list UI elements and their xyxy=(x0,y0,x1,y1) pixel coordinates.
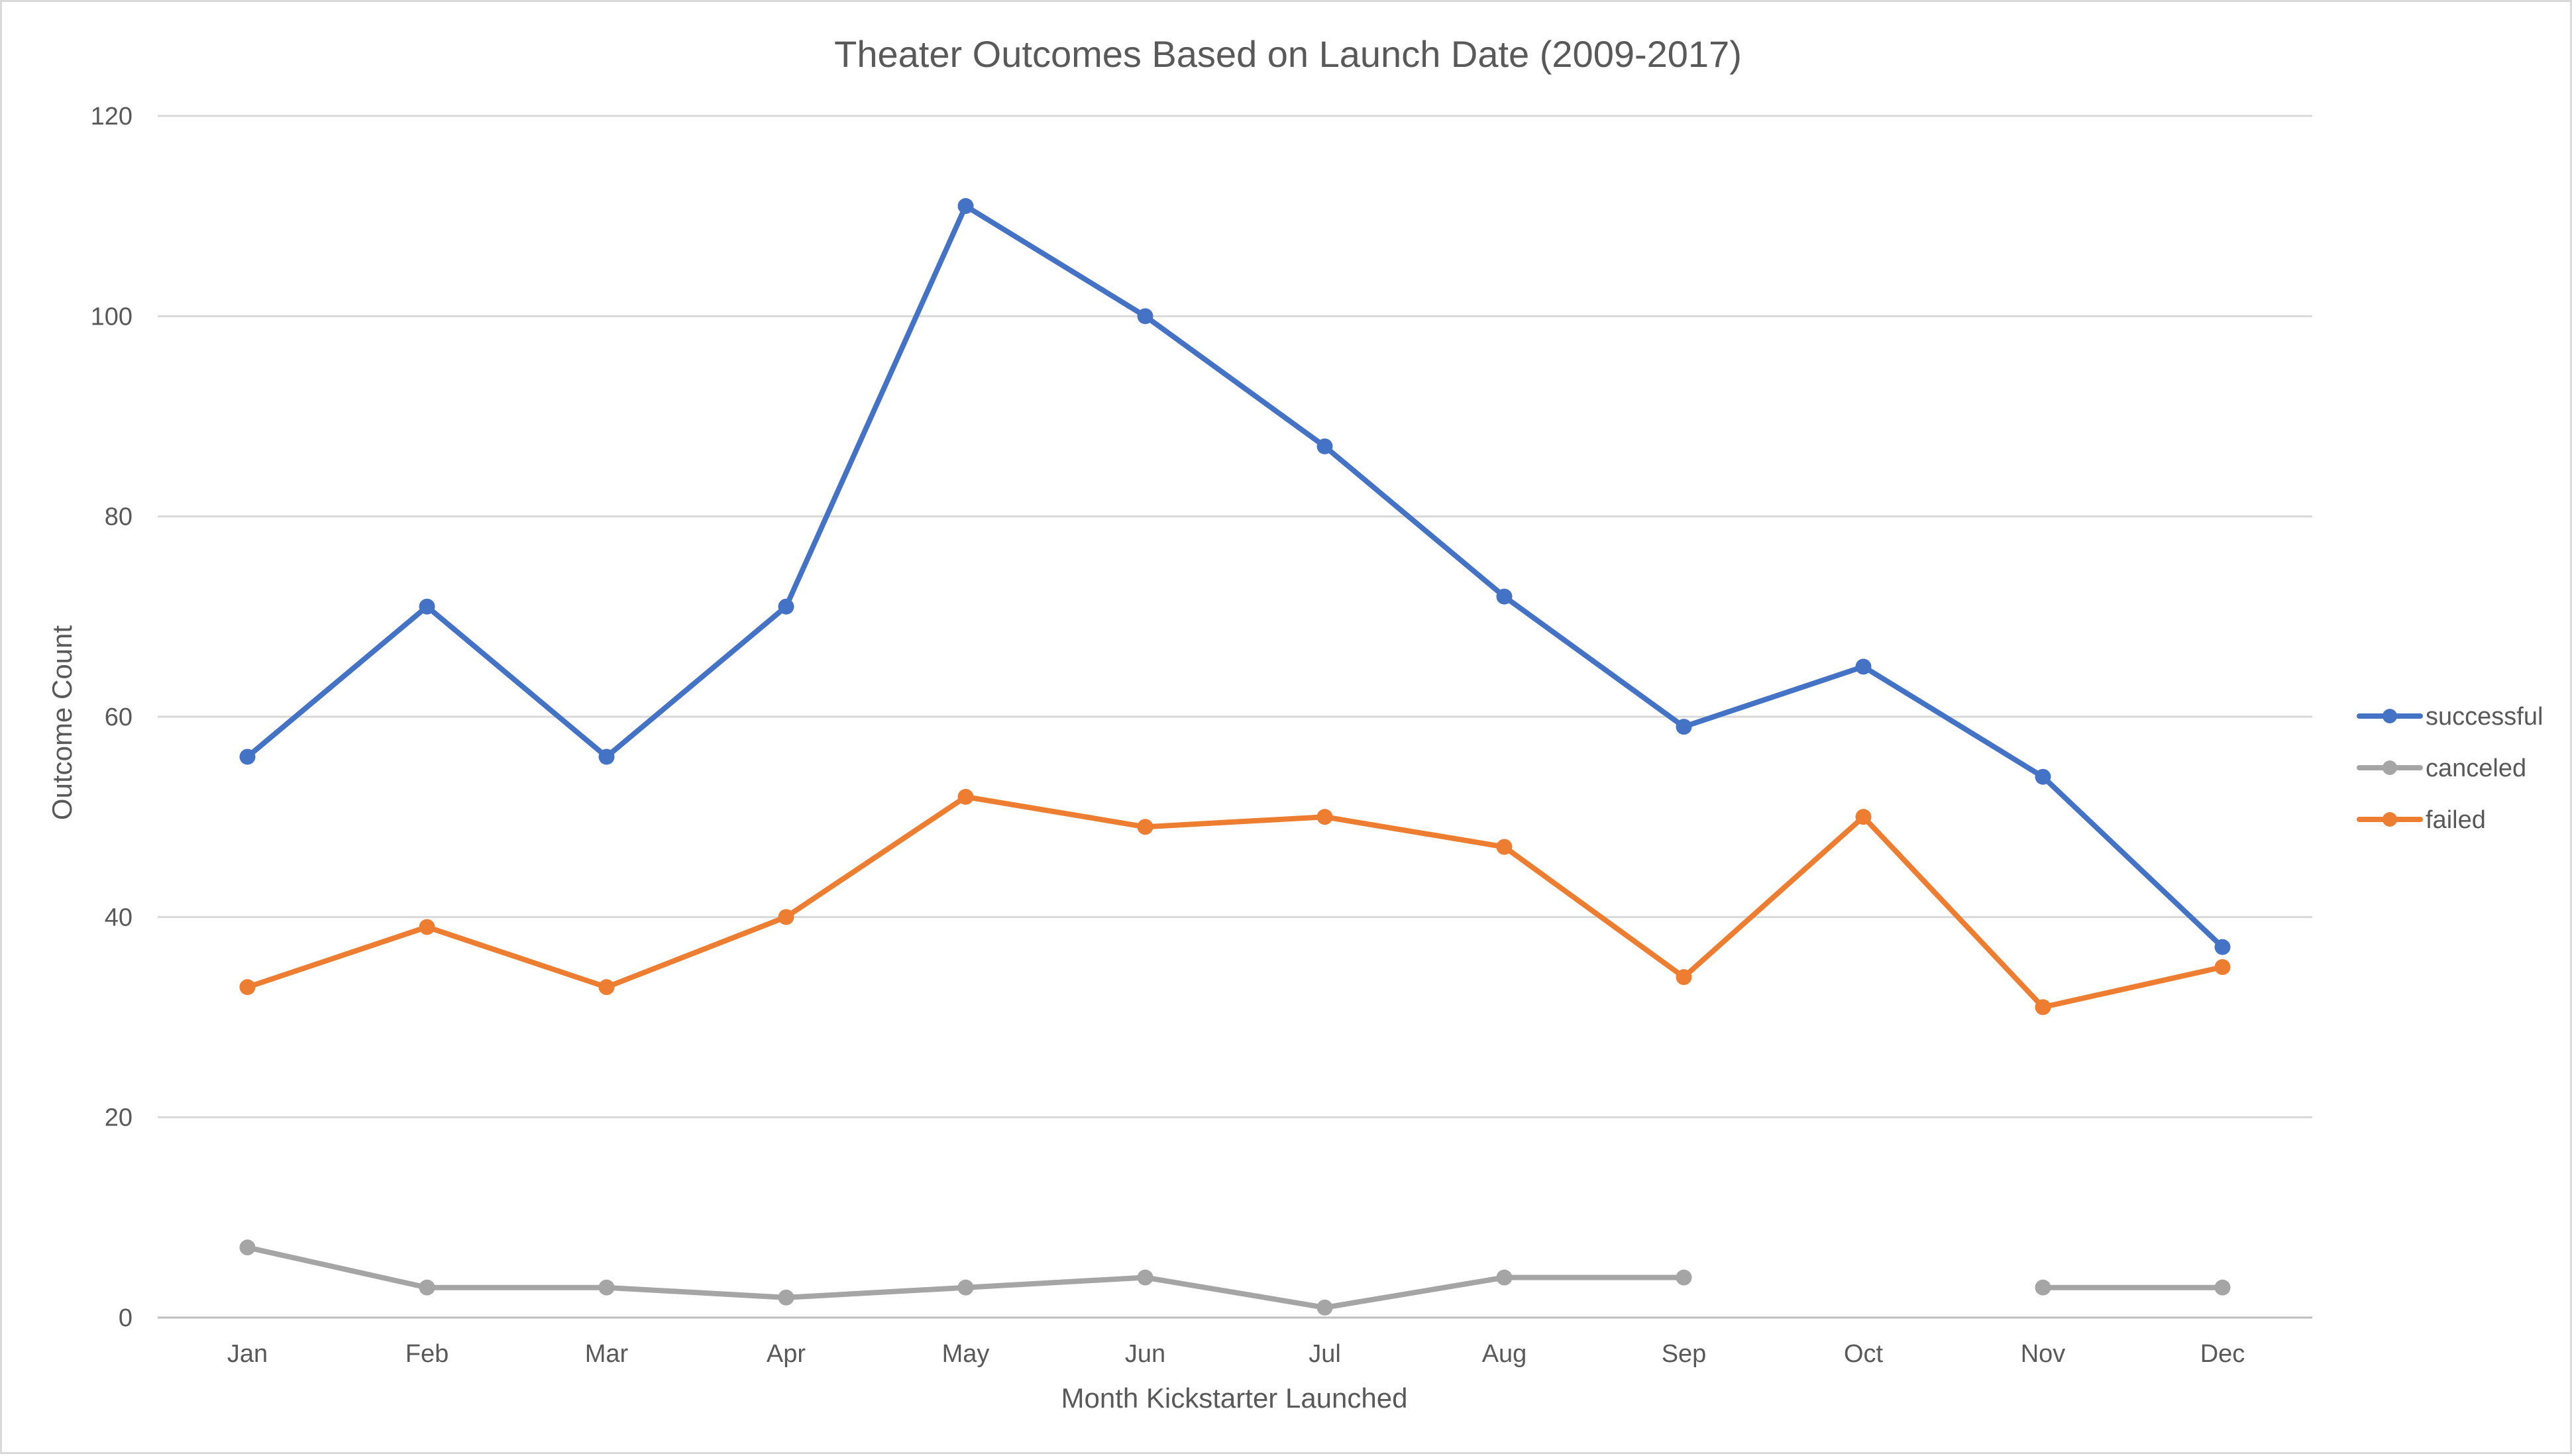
data-point-canceled xyxy=(598,1279,615,1296)
y-tick-label: 40 xyxy=(105,904,133,931)
x-tick-label: Sep xyxy=(1662,1340,1707,1368)
series-line-successful xyxy=(244,203,2225,950)
data-point-failed xyxy=(1137,819,1153,835)
legend-item-canceled: canceled xyxy=(2357,754,2526,782)
legend-marker xyxy=(2383,760,2397,775)
data-point-canceled xyxy=(1316,1299,1333,1316)
data-point-failed xyxy=(239,979,256,996)
data-point-successful xyxy=(1316,438,1333,454)
y-tick-label: 120 xyxy=(91,103,133,130)
x-tick-label: Jul xyxy=(1309,1340,1341,1368)
data-point-failed xyxy=(1496,839,1513,855)
x-tick-label: May xyxy=(942,1340,990,1368)
series-canceled xyxy=(239,1239,2231,1316)
legend-item-successful: successful xyxy=(2357,703,2543,731)
y-tick-label: 100 xyxy=(91,303,133,331)
data-point-successful xyxy=(778,598,794,615)
data-point-failed xyxy=(2214,959,2231,975)
data-point-failed xyxy=(1316,809,1333,825)
series-layer xyxy=(239,198,2231,1316)
data-point-successful xyxy=(598,749,615,765)
x-tick-label: Aug xyxy=(1482,1340,1527,1368)
data-point-successful xyxy=(957,198,974,215)
data-point-successful xyxy=(1855,658,1872,675)
data-point-canceled xyxy=(1496,1269,1513,1286)
data-point-canceled xyxy=(1676,1269,1692,1286)
legend: successful canceled failed xyxy=(2357,703,2543,834)
data-point-canceled xyxy=(239,1239,256,1256)
series-successful xyxy=(239,198,2231,955)
data-point-canceled xyxy=(1137,1269,1153,1286)
data-point-successful xyxy=(1676,719,1692,735)
data-point-failed xyxy=(1855,809,1872,825)
data-point-canceled xyxy=(2035,1279,2051,1296)
data-point-successful xyxy=(419,598,435,615)
data-point-successful xyxy=(2214,939,2231,955)
x-tick-label: Dec xyxy=(2200,1340,2245,1368)
data-point-canceled xyxy=(778,1289,794,1306)
data-point-failed xyxy=(2035,999,2051,1015)
chart-title: Theater Outcomes Based on Launch Date (2… xyxy=(834,33,1742,75)
data-point-failed xyxy=(1676,969,1692,986)
y-tick-label: 60 xyxy=(105,703,133,731)
data-point-failed xyxy=(778,909,794,925)
y-tick-label: 20 xyxy=(105,1104,133,1132)
y-tick-label: 80 xyxy=(105,503,133,531)
x-tick-label: Nov xyxy=(2021,1340,2066,1368)
x-tick-label: Mar xyxy=(585,1340,629,1368)
data-point-successful xyxy=(1496,588,1513,605)
data-point-failed xyxy=(419,919,435,935)
series-line-canceled xyxy=(244,1245,2225,1310)
data-point-successful xyxy=(2035,768,2051,785)
data-point-failed xyxy=(957,788,974,805)
y-axis-title: Outcome Count xyxy=(46,625,78,820)
data-point-failed xyxy=(598,979,615,996)
series-failed xyxy=(239,788,2231,1015)
data-point-canceled xyxy=(2214,1279,2231,1296)
legend-label: successful xyxy=(2426,703,2543,731)
legend-marker xyxy=(2383,812,2397,827)
data-point-successful xyxy=(1137,308,1153,325)
x-tick-label: Feb xyxy=(405,1340,449,1368)
x-tick-label: Oct xyxy=(1844,1340,1884,1368)
x-tick-label: Jun xyxy=(1125,1340,1165,1368)
x-tick-label: Apr xyxy=(767,1340,806,1368)
legend-label: failed xyxy=(2426,806,2486,834)
x-tick-label: Jan xyxy=(227,1340,268,1368)
y-tick-label: 0 xyxy=(119,1304,133,1332)
data-point-canceled xyxy=(419,1279,435,1296)
legend-label: canceled xyxy=(2426,754,2526,782)
x-axis-title: Month Kickstarter Launched xyxy=(1061,1382,1408,1414)
data-point-successful xyxy=(239,749,256,765)
legend-item-failed: failed xyxy=(2357,806,2486,834)
data-point-canceled xyxy=(957,1279,974,1296)
legend-marker xyxy=(2383,709,2397,723)
gridlines xyxy=(158,115,2312,1319)
x-axis-ticks: Jan Feb Mar Apr May Jun Jul Aug Sep Oct Nov Dec xyxy=(227,1340,2245,1368)
y-axis-ticks: 0 20 40 60 80 100 120 xyxy=(91,103,133,1332)
series-line-failed xyxy=(244,794,2225,1010)
